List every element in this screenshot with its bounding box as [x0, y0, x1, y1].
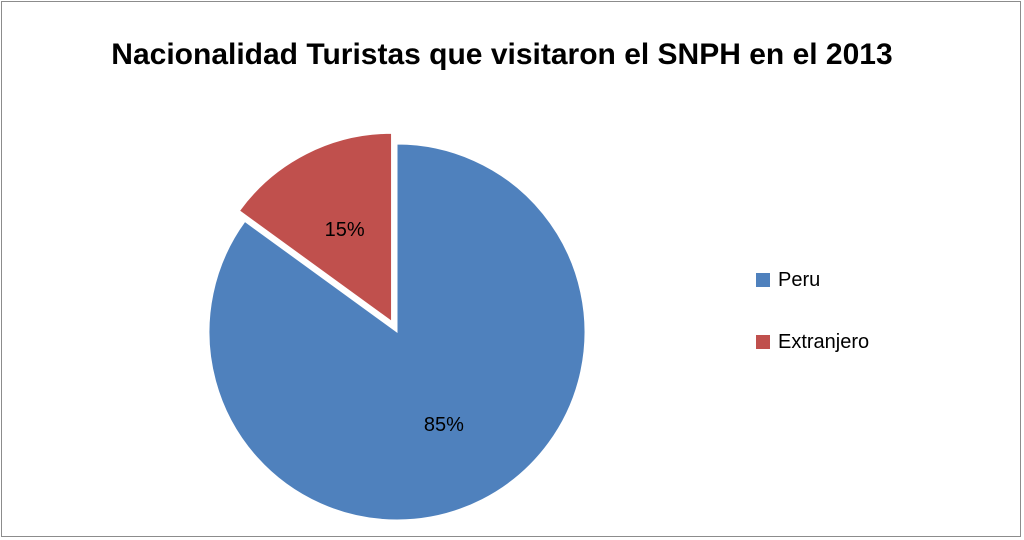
pie-slice-peru: [208, 143, 586, 521]
legend: Peru Extranjero: [756, 266, 869, 390]
legend-label-peru: Peru: [778, 268, 821, 291]
legend-item-extranjero: Extranjero: [756, 328, 869, 356]
chart-title: Nacionalidad Turistas que visitaron el S…: [111, 38, 893, 71]
slice-label-peru: 85%: [424, 414, 464, 436]
legend-item-peru: Peru: [756, 266, 869, 294]
pie-slice-extranjero: [238, 132, 393, 323]
legend-swatch-peru: [756, 273, 770, 287]
slice-label-extranjero: 15%: [325, 219, 365, 241]
legend-label-extranjero: Extranjero: [778, 330, 870, 353]
legend-swatch-extranjero: [756, 335, 770, 349]
